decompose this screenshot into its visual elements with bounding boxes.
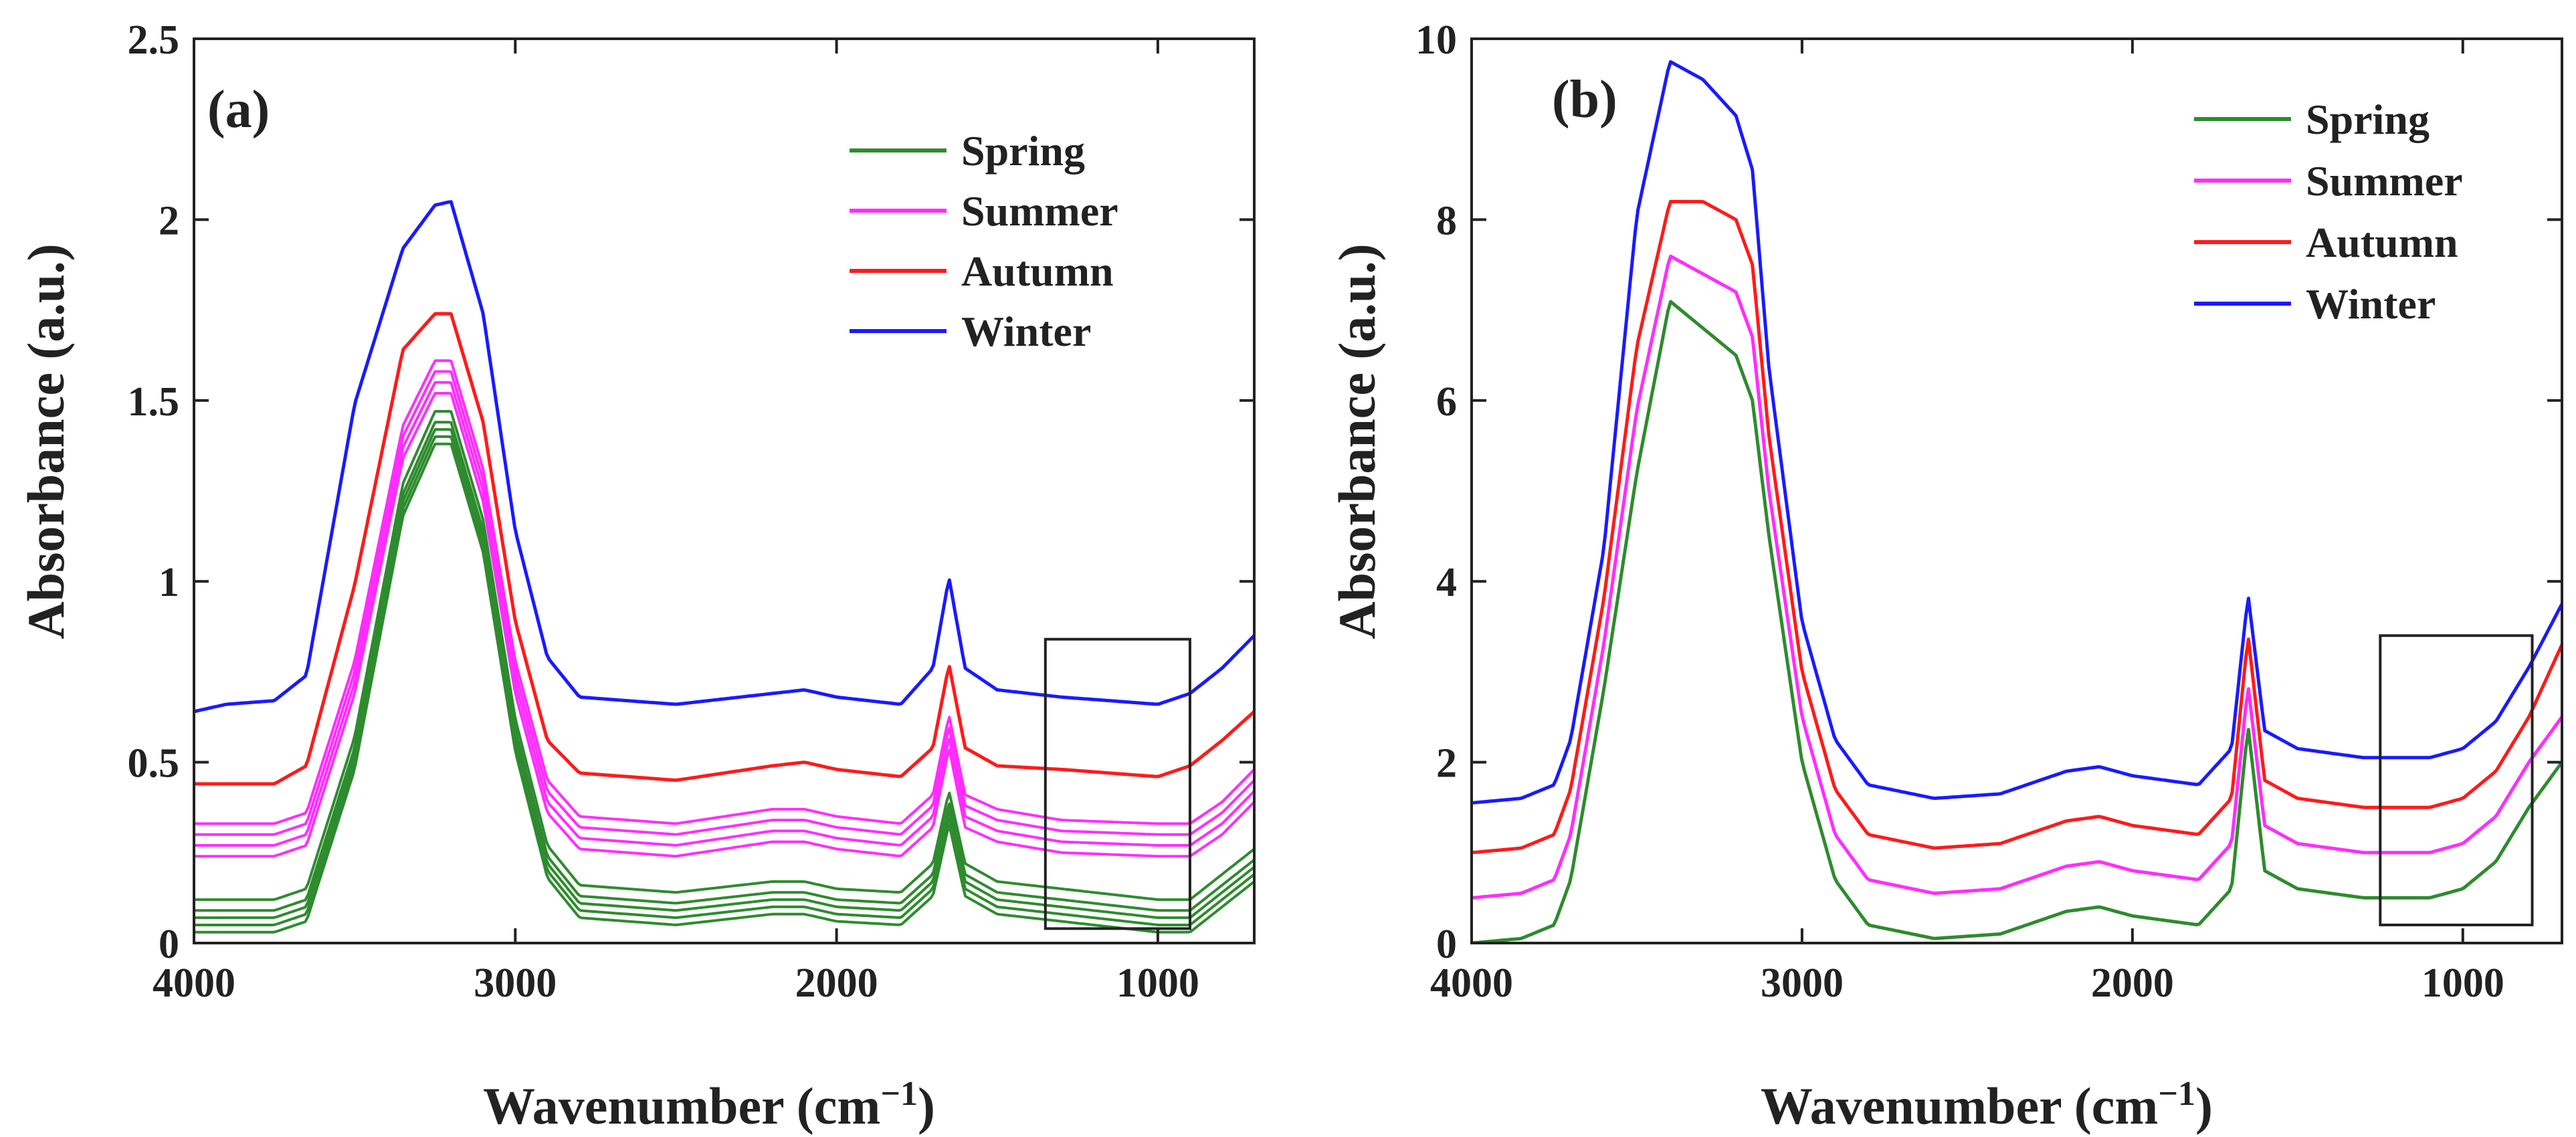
panel-b-label: (b) bbox=[1552, 70, 1617, 129]
panel-a-series-spring-line-4 bbox=[194, 421, 1254, 912]
panel-a-series-spring-line-5 bbox=[194, 410, 1254, 902]
panel-b: Absorbance (a.u.) Wavenumber (cm−1) 0 2 4 6… bbox=[1328, 17, 2563, 1136]
panel-a-xtick-label: 4000 bbox=[153, 960, 235, 1006]
panel-b-ytick-label: 4 bbox=[1436, 560, 1457, 605]
panel-b-ytick-label: 6 bbox=[1436, 379, 1457, 425]
panel-b-legend-label-summer: Summer bbox=[2306, 157, 2463, 205]
panel-a: Absorbance (a.u.) Wavenumber (cm−1) 0 0.5… bbox=[17, 17, 1256, 1136]
panel-a-series-spring-line-3 bbox=[194, 428, 1254, 920]
panel-a-legend-label-winter: Winter bbox=[961, 308, 1091, 355]
panel-a-series-spring-line-2 bbox=[194, 435, 1254, 926]
panel-b-xtick-label: 4000 bbox=[1430, 960, 1513, 1006]
panel-b-legend-label-spring: Spring bbox=[2306, 96, 2430, 143]
panel-a-ylabel: Absorbance (a.u.) bbox=[17, 243, 75, 639]
panel-a-series-summer-line-3 bbox=[194, 370, 1254, 836]
panel-b-xlabel: Wavenumber (cm−1) bbox=[1761, 1075, 2213, 1136]
panel-a-ytick-label: 0 bbox=[159, 922, 179, 967]
panel-b-axes-frame bbox=[1470, 37, 2563, 944]
panel-a-xtick-label: 3000 bbox=[474, 960, 557, 1006]
panel-b-ytick-label: 10 bbox=[1415, 17, 1457, 63]
panel-a-series-summer-line-4 bbox=[194, 359, 1254, 825]
panel-b-ylabel: Absorbance (a.u.) bbox=[1328, 243, 1386, 639]
panel-a-xtick-label: 1000 bbox=[1116, 960, 1199, 1006]
panel-a-legend-label-autumn: Autumn bbox=[961, 247, 1114, 295]
panel-b-plot: 0 2 4 6 8 10 4000 3000 2000 1000 bbox=[1415, 17, 2563, 1006]
panel-a-ytick-label: 1.5 bbox=[128, 379, 180, 425]
panel-b-ytick-label: 2 bbox=[1436, 741, 1457, 787]
panel-a-ytick-label: 2 bbox=[159, 198, 179, 243]
panel-b-ytick-label: 8 bbox=[1436, 198, 1457, 243]
panel-a-ytick-label: 1 bbox=[159, 560, 179, 605]
panel-b-legend-label-winter: Winter bbox=[2306, 280, 2436, 328]
panel-a-ytick-label: 0.5 bbox=[128, 741, 180, 787]
panel-a-series-spring-line-1 bbox=[194, 442, 1254, 934]
panel-a-ytick-label: 2.5 bbox=[128, 17, 180, 63]
panel-b-highlight-box bbox=[2379, 634, 2534, 926]
panel-b-xtick-label: 3000 bbox=[1761, 960, 1844, 1006]
panel-b-legend-label-autumn: Autumn bbox=[2306, 219, 2458, 266]
panel-a-highlight-box bbox=[1044, 637, 1191, 930]
panel-b-legend: Spring Summer Autumn Winter bbox=[2194, 96, 2463, 328]
panel-a-plot: 0 0.5 1 1.5 2 2.5 4000 3000 2000 1000 bbox=[128, 17, 1256, 1006]
panel-a-series-autumn-line-1 bbox=[194, 312, 1254, 786]
panel-a-series-summer-line-1 bbox=[194, 392, 1254, 858]
panel-a-legend: Spring Summer Autumn Winter bbox=[850, 127, 1118, 355]
panel-b-ytick-label: 0 bbox=[1436, 922, 1457, 967]
panel-b-xtick-label: 1000 bbox=[2421, 960, 2504, 1006]
panel-a-legend-label-summer: Summer bbox=[961, 187, 1118, 235]
panel-a-legend-label-spring: Spring bbox=[961, 127, 1085, 175]
panel-a-label: (a) bbox=[207, 80, 270, 139]
panel-a-series-summer-line-2 bbox=[194, 381, 1254, 847]
panel-a-axes-frame bbox=[193, 37, 1256, 944]
panel-b-xtick-label: 2000 bbox=[2091, 960, 2174, 1006]
panel-a-series-winter-line-1 bbox=[194, 200, 1254, 714]
panel-a-series-group bbox=[194, 200, 1254, 934]
panel-a-xtick-label: 2000 bbox=[795, 960, 878, 1006]
panel-a-xlabel: Wavenumber (cm−1) bbox=[483, 1075, 935, 1136]
